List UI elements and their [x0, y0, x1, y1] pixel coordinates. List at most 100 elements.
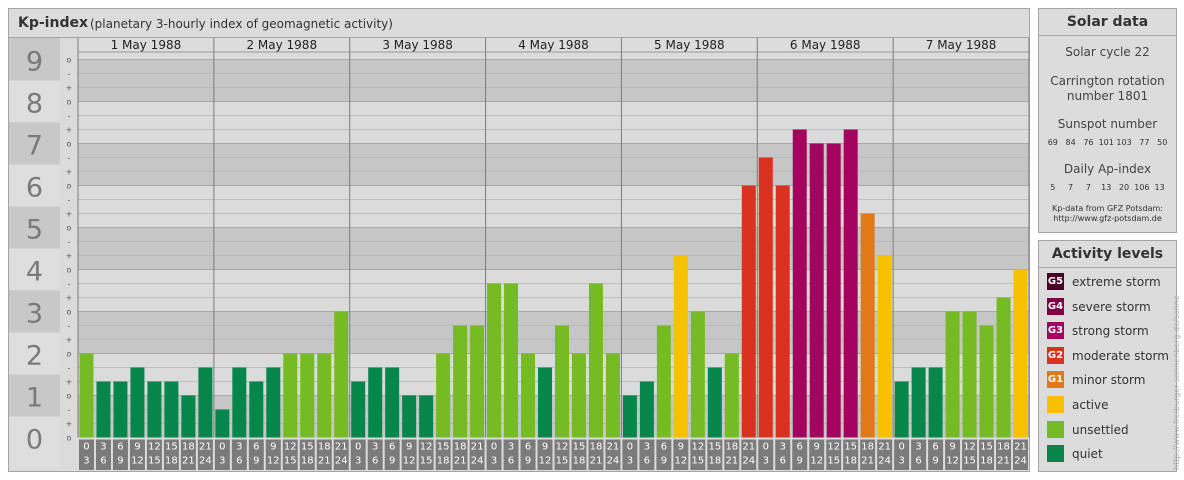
interval-end-label: 12 [267, 456, 280, 467]
interval-cell [299, 439, 315, 470]
interval-end-label: 24 [878, 456, 891, 467]
interval-end-label: 3 [491, 456, 497, 467]
interval-end-label: 3 [898, 456, 904, 467]
solar-data-title: Solar data [1039, 9, 1176, 36]
y-label-cell [9, 416, 60, 470]
interval-end-label: 3 [83, 456, 89, 467]
interval-end-label: 6 [915, 456, 921, 467]
interval-cell [486, 439, 502, 470]
interval-end-label: 3 [219, 456, 225, 467]
legend-label: severe storm [1072, 299, 1151, 314]
interval-start-label: 18 [590, 442, 603, 453]
kp-bar [979, 325, 994, 438]
interval-end-label: 6 [644, 456, 650, 467]
interval-end-label: 3 [355, 456, 361, 467]
interval-cell [792, 439, 808, 470]
kp-bar [877, 255, 892, 438]
day-label: 3 May 1988 [382, 38, 453, 52]
ap-values: 5 7 7 13 20 106 13 [1050, 183, 1165, 192]
interval-end-label: 24 [607, 456, 620, 467]
interval-cell [554, 439, 570, 470]
kp-bar [487, 283, 502, 438]
kp-bar [826, 143, 841, 438]
interval-end-label: 3 [627, 456, 633, 467]
sub-tick-label: - [68, 322, 71, 331]
kp-bar [402, 395, 417, 438]
interval-end-label: 18 [301, 456, 314, 467]
interval-end-label: 24 [471, 456, 484, 467]
interval-start-label: 9 [542, 442, 548, 453]
interval-start-label: 3 [644, 442, 650, 453]
interval-cell [520, 439, 536, 470]
interval-end-label: 15 [284, 456, 297, 467]
level-band-top [78, 52, 1029, 60]
y-label-cell [9, 290, 60, 333]
sub-tick-label: o [67, 392, 72, 401]
interval-cell [1013, 439, 1028, 470]
y-tick-label: 1 [26, 383, 43, 414]
kp-bar [656, 325, 671, 438]
ap-label: Daily Ap-index [1063, 162, 1152, 176]
interval-cell [911, 439, 927, 470]
interval-cell [214, 439, 230, 470]
y-tick-label: 7 [26, 131, 43, 162]
interval-end-label: 9 [389, 456, 395, 467]
kp-bar [605, 353, 620, 438]
sub-tick-label: o [67, 56, 72, 65]
interval-start-label: 0 [83, 442, 89, 453]
interval-start-label: 15 [437, 442, 450, 453]
kp-bar [775, 185, 790, 438]
interval-end-label: 21 [590, 456, 603, 467]
interval-end-label: 9 [117, 456, 123, 467]
legend-swatch: G4 [1047, 297, 1064, 315]
day-label: 2 May 1988 [246, 38, 317, 52]
legend-swatch: G5 [1047, 273, 1064, 290]
interval-end-label: 3 [763, 456, 769, 467]
interval-start-label: 9 [678, 442, 684, 453]
legend-title: Activity levels [1039, 241, 1176, 268]
interval-cell [418, 439, 434, 470]
interval-end-label: 21 [861, 456, 874, 467]
interval-end-label: 12 [131, 456, 144, 467]
kp-bar [198, 367, 213, 438]
kp-bar [724, 353, 739, 438]
interval-start-label: 12 [148, 442, 161, 453]
interval-start-label: 15 [165, 442, 178, 453]
kp-bar [538, 367, 552, 438]
y-tick-label: 3 [26, 299, 43, 330]
kp-bar [521, 353, 536, 438]
interval-start-label: 0 [627, 442, 633, 453]
interval-cell [860, 439, 876, 470]
sub-tick-label: - [68, 280, 71, 289]
interval-start-label: 3 [236, 442, 242, 453]
interval-start-label: 9 [814, 442, 820, 453]
kp-bar [283, 353, 298, 438]
interval-end-label: 15 [691, 456, 704, 467]
interval-start-label: 21 [471, 442, 484, 453]
interval-start-label: 18 [861, 442, 874, 453]
interval-cell [129, 439, 145, 470]
kp-bar [928, 367, 943, 438]
kp-bar [911, 367, 926, 438]
interval-start-label: 12 [420, 442, 433, 453]
interval-end-label: 6 [780, 456, 786, 467]
day-label: 7 May 1988 [926, 38, 997, 52]
kp-bar [962, 311, 977, 438]
solar-cycle: Solar cycle 22 [1065, 45, 1150, 59]
sub-tick-label: - [68, 238, 71, 247]
interval-end-label: 21 [318, 456, 331, 467]
sub-tick-label: o [67, 308, 72, 317]
day-label: 6 May 1988 [790, 38, 861, 52]
kp-bar [1013, 269, 1028, 438]
interval-end-label: 9 [525, 456, 531, 467]
sunspot-values: 69 84 76 101 103 77 50 [1047, 138, 1168, 147]
interval-start-label: 6 [389, 442, 395, 453]
legend-label: active [1072, 398, 1109, 412]
y-tick-label: 6 [26, 173, 43, 204]
interval-start-label: 6 [932, 442, 938, 453]
interval-end-label: 21 [454, 456, 467, 467]
kp-bar [317, 353, 332, 438]
interval-start-label: 21 [335, 442, 348, 453]
legend-label: unsettled [1072, 422, 1129, 437]
kp-bar [996, 297, 1011, 438]
